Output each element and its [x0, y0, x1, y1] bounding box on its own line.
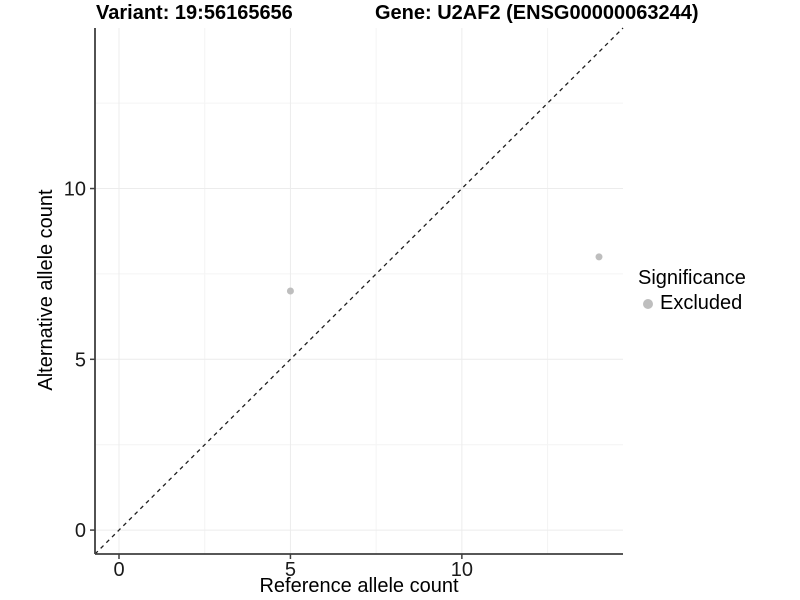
legend-item-excluded: Excluded	[637, 292, 746, 315]
legend-key-dot-icon	[643, 298, 653, 309]
y-tick-label: 0	[75, 520, 86, 542]
identity-dashed-line	[94, 27, 624, 555]
x-axis-title: Reference allele count	[259, 575, 459, 597]
x-tick-label: 5	[285, 559, 296, 581]
x-tick-label: 0	[113, 559, 124, 581]
legend-title: Significance	[638, 267, 746, 289]
legend-item-label: Excluded	[660, 292, 743, 314]
x-tick-label: 10	[451, 559, 473, 581]
y-tick-label: 5	[75, 349, 86, 371]
y-tick-label: 10	[64, 179, 86, 201]
variant-title: Variant: 19:56165656	[96, 2, 293, 24]
y-axis-title: Alternative allele count	[35, 189, 57, 391]
data-point	[286, 287, 294, 295]
data-point	[595, 253, 603, 261]
legend: Significance Excluded	[637, 267, 746, 315]
gene-title: Gene: U2AF2 (ENSG00000063244)	[375, 2, 699, 24]
